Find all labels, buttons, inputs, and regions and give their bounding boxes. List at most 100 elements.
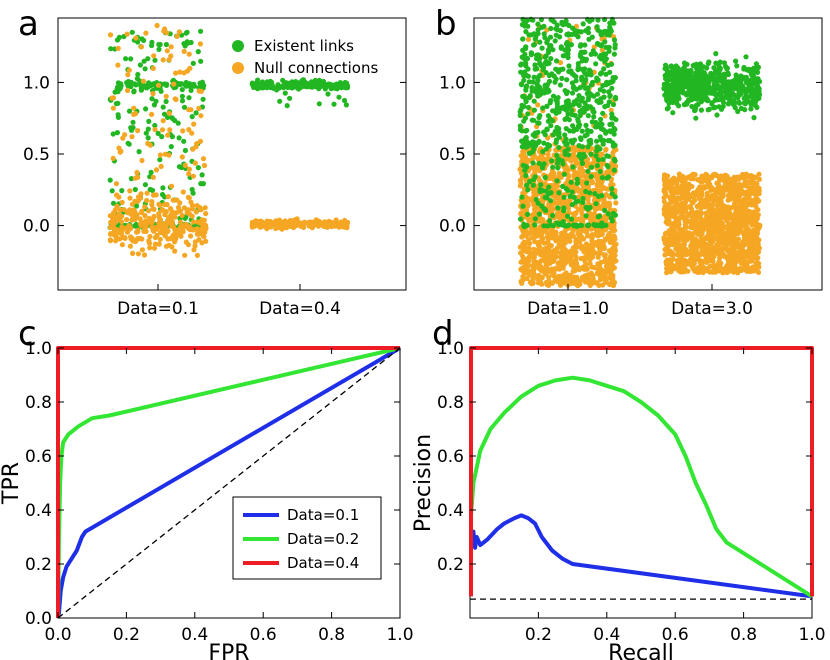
scatter-point (190, 60, 196, 66)
scatter-point (524, 275, 530, 282)
scatter-point (666, 228, 672, 234)
scatter-point (571, 72, 577, 78)
scatter-point (186, 166, 192, 172)
scatter-point (675, 188, 681, 195)
scatter-point (180, 128, 186, 134)
scatter-point (577, 222, 583, 228)
scatter-point (177, 208, 183, 214)
scatter-point (550, 93, 557, 99)
scatter-point (599, 175, 605, 181)
scatter-point (592, 250, 598, 256)
scatter-point (682, 267, 688, 273)
scatter-point (728, 256, 734, 262)
scatter-point (134, 229, 140, 235)
scatter-point (544, 82, 551, 88)
scatter-point (283, 81, 289, 87)
scatter-point (284, 225, 290, 231)
scatter-point (730, 91, 736, 97)
scatter-point (602, 104, 608, 110)
scatter-point (178, 224, 184, 230)
scatter-point (737, 175, 744, 181)
scatter-point (613, 200, 619, 206)
scatter-point (542, 194, 548, 200)
scatter-point (143, 30, 149, 36)
scatter-point (736, 243, 742, 249)
scatter-point (163, 82, 169, 88)
scatter-point (150, 91, 156, 97)
scatter-point (561, 208, 567, 214)
scatter-point (324, 224, 330, 230)
scatter-point (608, 28, 614, 34)
scatter-point (531, 42, 537, 48)
scatter-point (598, 99, 604, 105)
scatter-point (606, 48, 612, 54)
scatter-point (595, 177, 602, 183)
scatter-point (292, 219, 299, 225)
scatter-point (109, 95, 115, 101)
scatter-point (152, 241, 158, 247)
scatter-point (607, 93, 613, 99)
scatter-point (583, 122, 589, 128)
scatter-point (528, 165, 534, 171)
scatter-point (550, 223, 556, 229)
scatter-point (114, 192, 120, 198)
scatter-point (701, 218, 708, 224)
scatter-point (197, 80, 203, 86)
scatter-point (537, 39, 543, 45)
scatter-point (592, 222, 598, 228)
scatter-point (680, 228, 686, 234)
scatter-point (186, 51, 192, 57)
scatter-point (306, 222, 312, 228)
scatter-point (599, 42, 605, 48)
scatter-point (699, 250, 705, 256)
scatter-point (671, 223, 677, 229)
scatter-point (196, 105, 202, 111)
scatter-point (542, 174, 548, 181)
y-tick-label: 0.0 (23, 217, 50, 237)
scatter-point (108, 46, 114, 52)
scatter-point (195, 49, 201, 55)
scatter-point (107, 177, 113, 183)
scatter-point (528, 50, 535, 56)
scatter-point (604, 162, 610, 169)
scatter-point (565, 98, 571, 104)
scatter-point (741, 64, 747, 71)
scatter-point (571, 223, 577, 229)
scatter-point (676, 249, 682, 255)
scatter-point (176, 164, 182, 170)
scatter-point (716, 174, 722, 180)
scatter-point (689, 210, 696, 216)
scatter-point (186, 195, 192, 201)
scatter-point (182, 147, 188, 154)
scatter-point (585, 206, 591, 212)
scatter-point (675, 77, 681, 83)
scatter-point (311, 221, 317, 227)
scatter-point (333, 81, 339, 87)
scatter-point (604, 275, 610, 281)
scatter-point (531, 202, 537, 208)
scatter-point (580, 21, 586, 27)
scatter-point (154, 226, 160, 232)
scatter-point (556, 214, 562, 220)
scatter-point (557, 276, 563, 282)
scatter-point (734, 63, 740, 69)
scatter-point (173, 96, 179, 103)
scatter-point (186, 127, 192, 133)
scatter-point (542, 181, 548, 187)
scatter-point (713, 216, 719, 222)
scatter-point (550, 164, 556, 170)
scatter-point (703, 244, 709, 251)
scatter-point (576, 279, 582, 285)
scatter-point (556, 174, 562, 180)
scatter-point (552, 79, 558, 85)
scatter-point (542, 258, 548, 264)
scatter-point (117, 207, 123, 213)
scatter-point (595, 266, 601, 272)
scatter-point (553, 265, 559, 271)
scatter-point (177, 69, 183, 75)
scatter-point (150, 192, 157, 198)
scatter-point (134, 76, 140, 82)
scatter-point (161, 111, 168, 117)
scatter-point (151, 206, 157, 212)
scatter-point (718, 198, 724, 204)
